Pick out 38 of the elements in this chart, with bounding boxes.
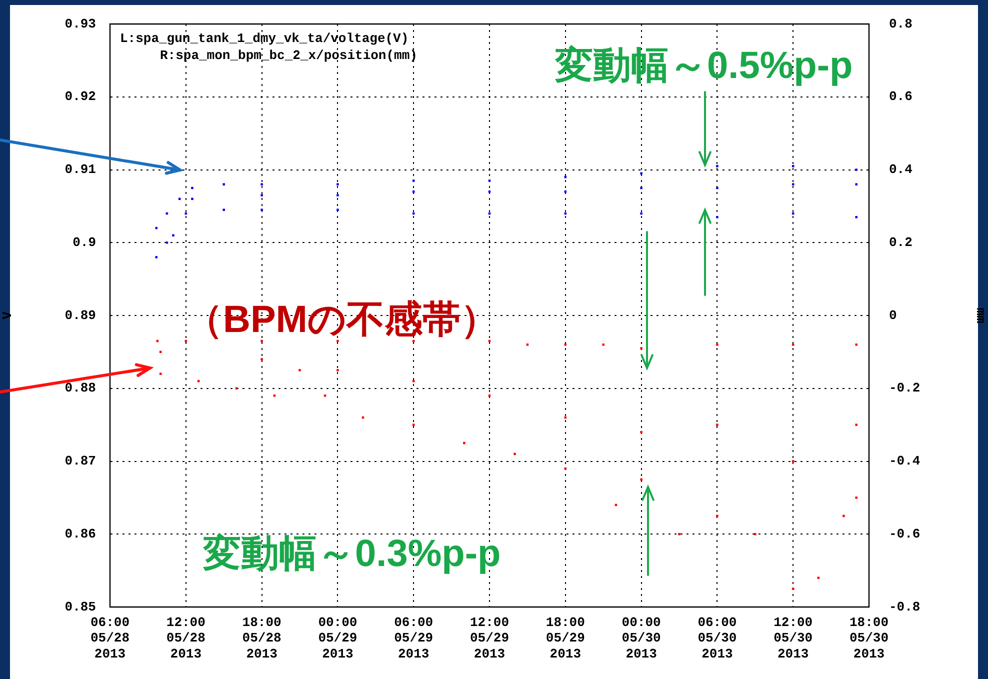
y2-tick-label: -0.8 xyxy=(889,599,920,614)
y-tick-label: 0.93 xyxy=(64,16,96,32)
y-axis-title: V xyxy=(0,311,16,320)
x-tick-label: 12:00 05/28 2013 xyxy=(166,615,206,662)
x-tick-label: 06:00 05/29 2013 xyxy=(394,615,434,662)
y-tick-label: 0.89 xyxy=(64,308,96,323)
y2-tick-label: -0.6 xyxy=(889,526,920,542)
y2-tick-label: 0.4 xyxy=(889,162,913,178)
x-tick-label: 18:00 05/30 2013 xyxy=(849,615,889,662)
y-tick-label: 0.87 xyxy=(64,454,96,469)
x-tick-label: 06:00 05/30 2013 xyxy=(698,615,737,662)
y2-tick-label: 0.6 xyxy=(889,89,913,104)
y-tick-label: 0.92 xyxy=(64,89,96,104)
annotation: L:spa_gun_tank_1_dmy_vk_ta/voltage(V) xyxy=(120,31,409,46)
y2-tick-label: -0.2 xyxy=(889,380,920,396)
x-tick-label: 00:00 05/30 2013 xyxy=(622,615,661,662)
y-tick-label: 0.9 xyxy=(72,234,96,250)
annotation: 変動幅～0.3%p-p xyxy=(202,532,501,575)
x-tick-label: 18:00 05/29 2013 xyxy=(546,615,586,662)
annotation: R:spa_mon_bpm_bc_2_x/position(mm) xyxy=(160,48,418,63)
y2-axis-title: mm xyxy=(972,308,988,324)
x-tick-label: 18:00 05/28 2013 xyxy=(242,615,282,662)
annotation: 変動幅～0.5%p-p xyxy=(554,44,853,87)
x-tick-label: 00:00 05/29 2013 xyxy=(318,615,358,662)
point xyxy=(166,241,168,244)
y-tick-label: 0.85 xyxy=(64,599,96,614)
y2-tick-label: 0.8 xyxy=(889,16,913,32)
x-tick-label: 12:00 05/30 2013 xyxy=(774,615,813,662)
x-tick-label: 06:00 05/28 2013 xyxy=(90,615,130,662)
y-tick-label: 0.88 xyxy=(64,380,96,396)
y2-tick-label: -0.4 xyxy=(889,454,920,469)
y-tick-label: 0.86 xyxy=(64,526,96,542)
y2-tick-label: 0.2 xyxy=(889,234,913,250)
y-tick-label: 0.91 xyxy=(64,162,96,178)
annotation: （BPMの不感帯） xyxy=(185,299,498,341)
y2-tick-label: 0 xyxy=(889,308,897,323)
x-tick-label: 12:00 05/29 2013 xyxy=(470,615,510,662)
point xyxy=(235,387,238,390)
